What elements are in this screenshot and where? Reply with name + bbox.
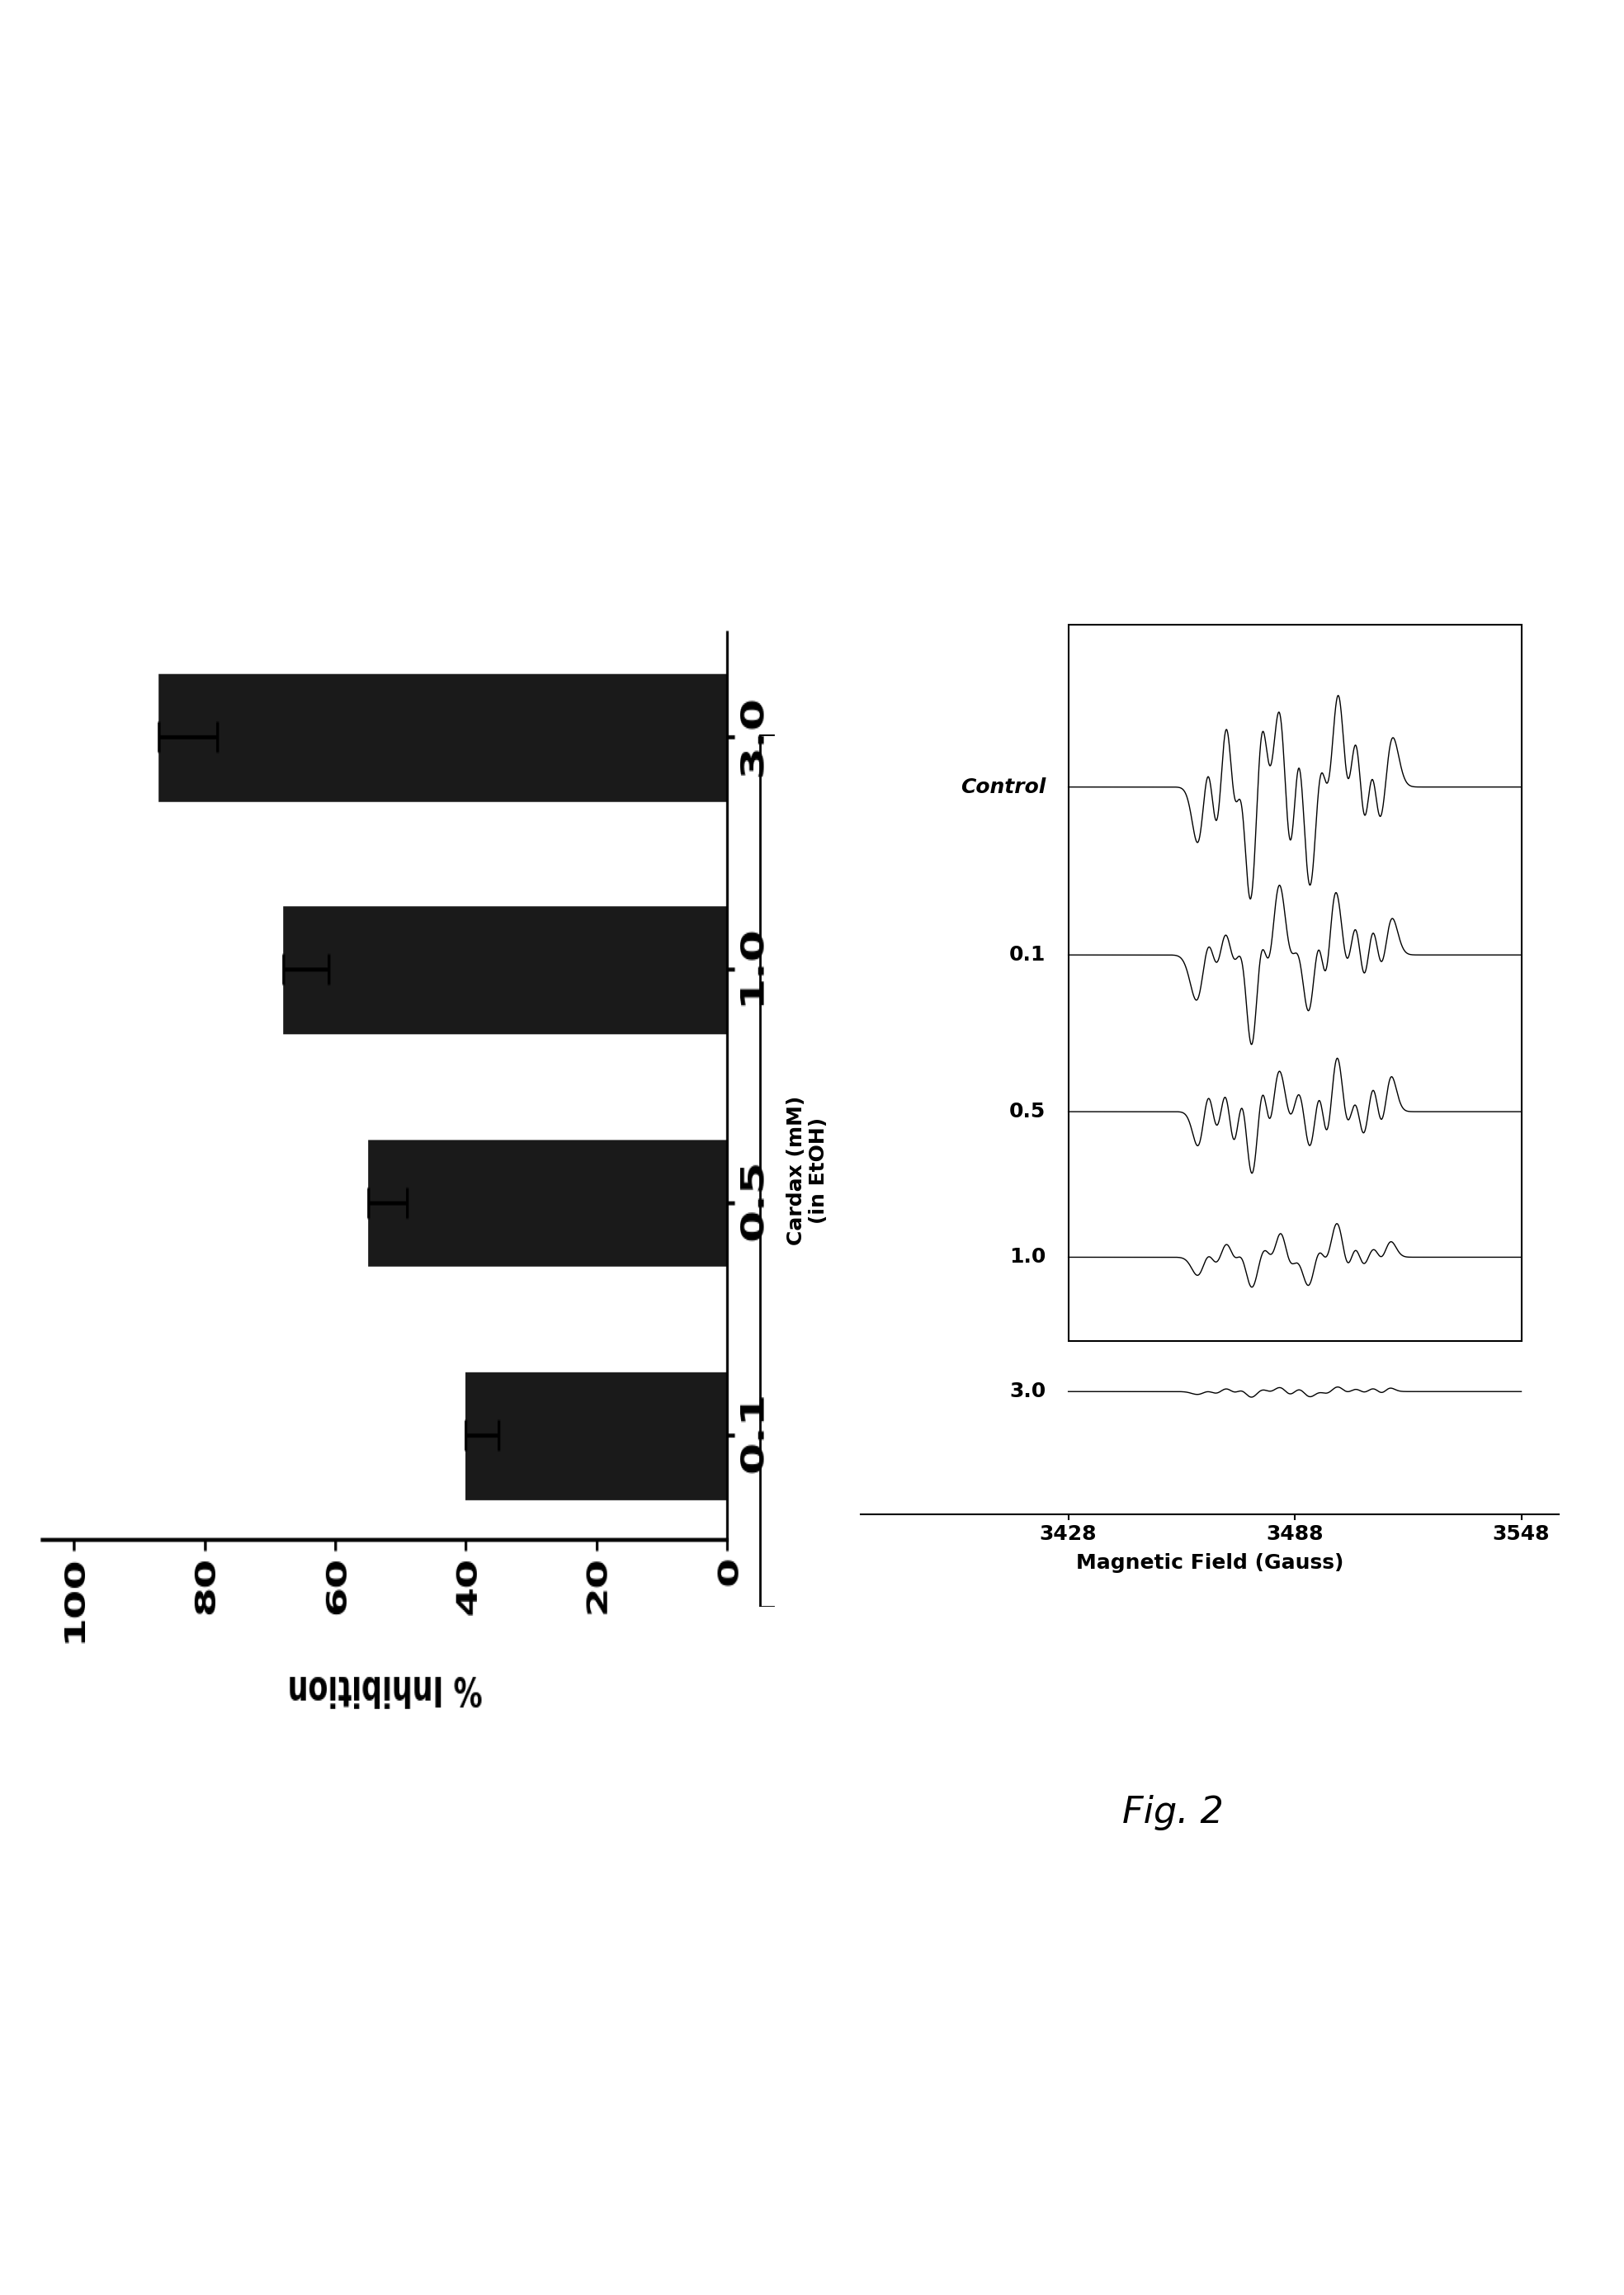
Text: Fig. 2: Fig. 2	[1122, 1795, 1224, 1831]
X-axis label: Magnetic Field (Gauss): Magnetic Field (Gauss)	[1077, 1554, 1343, 1574]
Text: 3.0: 3.0	[1009, 1382, 1046, 1402]
Text: 1.0: 1.0	[1009, 1246, 1046, 1267]
Text: Control: Control	[960, 778, 1046, 796]
Text: 0.5: 0.5	[1009, 1102, 1046, 1122]
Text: 0.1: 0.1	[1009, 946, 1046, 964]
Text: Cardax (mM)
(in EtOH): Cardax (mM) (in EtOH)	[786, 1095, 828, 1246]
